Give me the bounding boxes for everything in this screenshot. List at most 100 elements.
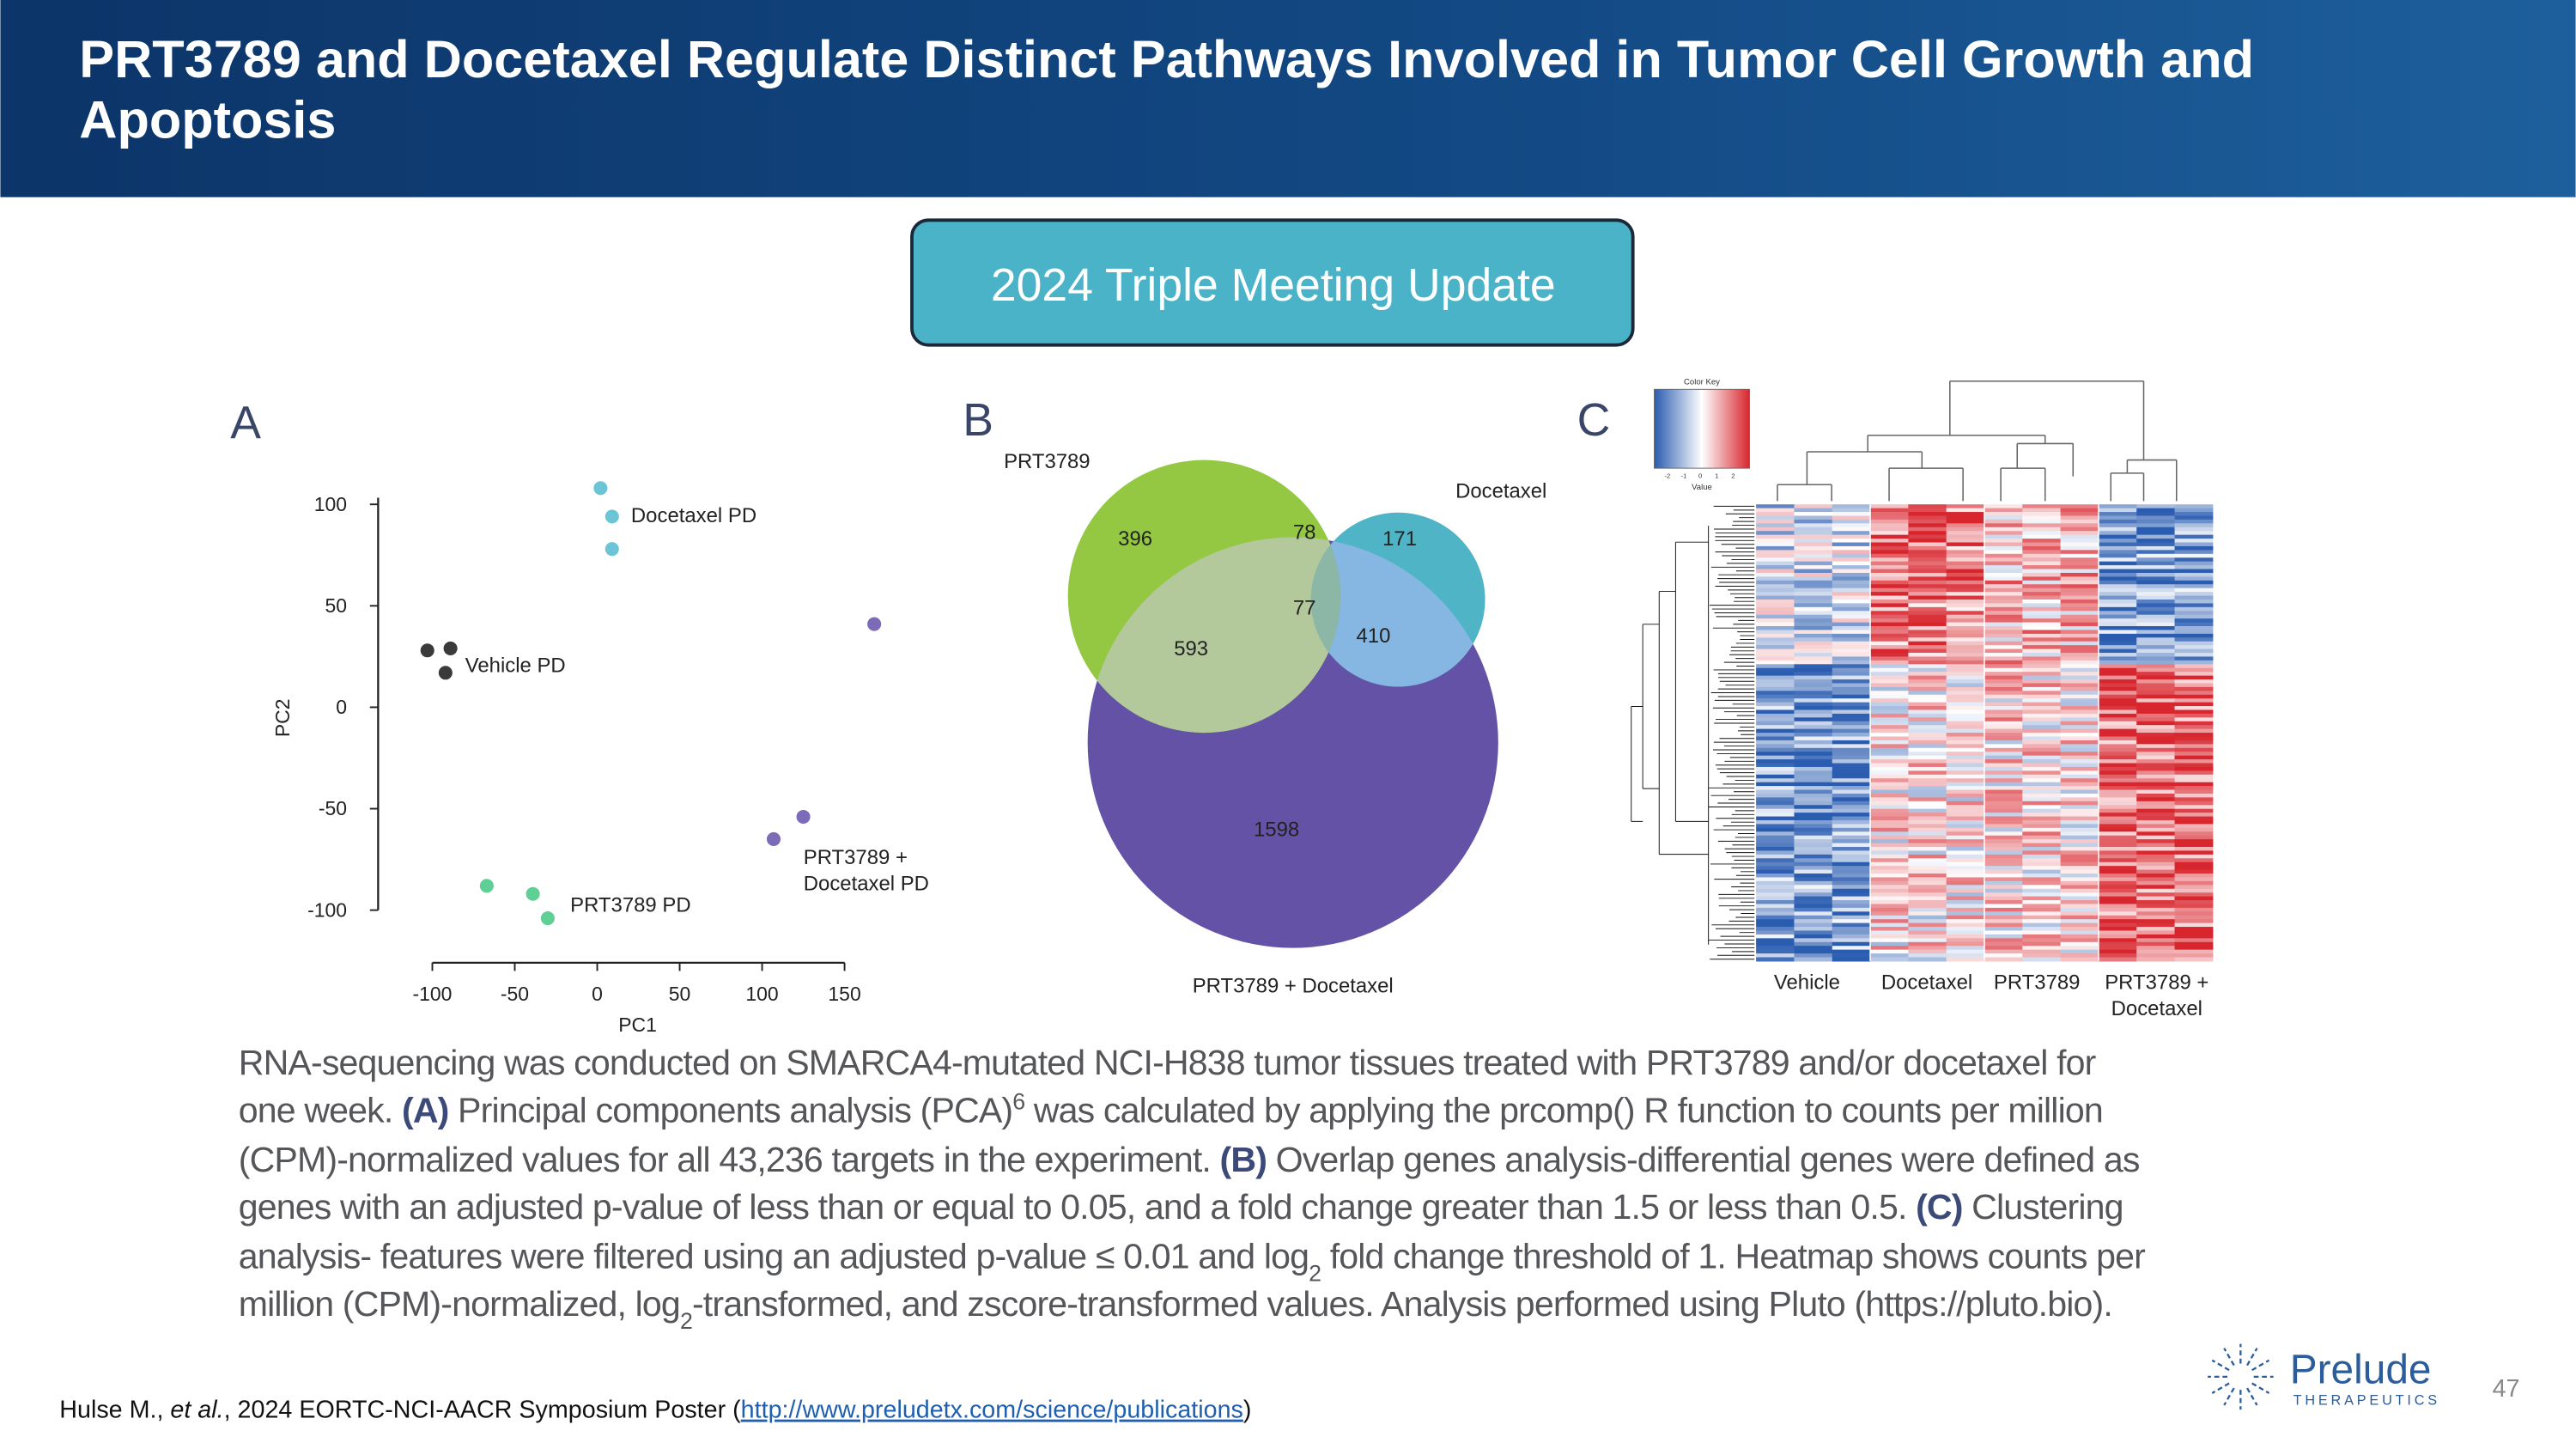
heatmap-cell [1832, 874, 1871, 879]
heatmap-cell [2136, 747, 2176, 752]
heatmap-cell [2136, 648, 2176, 654]
heatmap-cell [2098, 854, 2137, 859]
heatmap-cell [2136, 740, 2176, 745]
heatmap-cell [1832, 927, 1871, 932]
heatmap-cell [2022, 839, 2062, 844]
heatmap-cell [1794, 843, 1833, 848]
heatmap-cell [1984, 584, 2023, 589]
heatmap-cell [2022, 603, 2062, 608]
heatmap-cell [2136, 904, 2176, 909]
heatmap-cell [1870, 786, 1909, 791]
heatmap-cell [2098, 728, 2137, 734]
heatmap-cell [1756, 515, 1795, 521]
heatmap-cell [2098, 740, 2137, 745]
heatmap-cell [1832, 896, 1871, 901]
heatmap-cell [2136, 580, 2176, 585]
heatmap-cell [1870, 550, 1909, 555]
heatmap-cell [2098, 786, 2137, 791]
heatmap-cell [1756, 827, 1795, 832]
caption-text: genes with an adjusted p-value of less t… [239, 1187, 1916, 1227]
color-key-label: Value [1692, 483, 1712, 492]
heatmap-cell [1870, 611, 1909, 616]
heatmap-cell [2022, 599, 2062, 604]
heatmap-cell [1908, 880, 1947, 886]
heatmap-cell [2022, 721, 2062, 726]
caption-text: -transformed, and zscore-transformed val… [692, 1284, 2112, 1324]
point [479, 879, 494, 893]
heatmap-cell [1832, 523, 1871, 528]
heatmap-cell [1870, 755, 1909, 760]
heatmap-cell [2022, 565, 2062, 570]
heatmap-cell [2174, 927, 2214, 932]
heatmap-cell [1756, 813, 1795, 818]
heatmap-cell [2136, 545, 2176, 551]
heatmap-cell [1756, 694, 1795, 699]
caption-sub: 2 [1309, 1261, 1321, 1287]
heatmap-cell [2098, 630, 2137, 635]
heatmap-cell [2060, 698, 2099, 703]
heatmap-cell [2136, 614, 2176, 619]
heatmap-cell [1908, 539, 1947, 544]
heatmap-cell [1756, 660, 1795, 665]
heatmap-cell [2060, 831, 2099, 837]
heatmap-cell [2174, 653, 2214, 658]
heatmap-cell [2098, 877, 2137, 882]
heatmap-cell [1908, 733, 1947, 738]
heatmap-cell [1832, 778, 1871, 783]
heatmap-cell [1832, 733, 1871, 738]
heatmap-cell [1984, 896, 2023, 901]
heatmap-cell [2098, 606, 2137, 612]
heatmap-cell [1756, 885, 1795, 890]
heatmap-cell [2022, 660, 2062, 665]
heatmap-cell [2060, 922, 2099, 928]
heatmap-cell [1832, 869, 1871, 874]
heatmap-cell [1908, 808, 1947, 813]
heatmap-cell [2060, 839, 2099, 844]
heatmap-cell [1946, 572, 1985, 577]
heatmap-cell [2022, 949, 2062, 954]
heatmap-cell [1832, 888, 1871, 893]
heatmap-cell [1832, 702, 1871, 707]
heatmap-cell [2136, 565, 2176, 570]
heatmap-cell [2174, 744, 2214, 749]
color-key-tick: -2 [1664, 472, 1670, 480]
heatmap-cell [1794, 625, 1833, 630]
heatmap-cell [2174, 698, 2214, 703]
heatmap-cell [2022, 595, 2062, 600]
citation-link[interactable]: http://www.preludetx.com/science/publica… [741, 1397, 1243, 1424]
heatmap-cell [2136, 550, 2176, 555]
venn-count: 396 [1118, 527, 1152, 551]
heatmap-cell [2136, 813, 2176, 818]
heatmap-cell [2174, 953, 2214, 959]
heatmap-cell [2174, 892, 2214, 898]
heatmap-cell [2136, 789, 2176, 795]
logo-ray [2251, 1359, 2270, 1372]
heatmap-cell [1794, 572, 1833, 577]
heatmap-cell [2098, 747, 2137, 752]
heatmap-cell [1946, 580, 1985, 585]
heatmap-cell [1870, 588, 1909, 593]
heatmap-cell [1832, 565, 1871, 570]
heatmap-cell [1946, 904, 1985, 909]
heatmap-cell [1984, 595, 2023, 600]
heatmap-cell [1946, 531, 1985, 536]
heatmap-cell [2174, 572, 2214, 577]
heatmap-cell [1908, 709, 1947, 715]
heatmap-cell [2098, 580, 2137, 585]
heatmap-cell [1832, 938, 1871, 943]
heatmap-cell [2022, 858, 2062, 863]
heatmap-cell [2060, 843, 2099, 848]
heatmap-cell [1832, 915, 1871, 920]
heatmap-cell [2174, 733, 2214, 738]
heatmap-cell [2098, 850, 2137, 855]
heatmap-cell [1984, 759, 2023, 764]
heatmap-cell [1908, 576, 1947, 581]
heatmap-cell [2060, 637, 2099, 642]
heatmap-cell [1794, 672, 1833, 677]
heatmap-cell [1946, 782, 1985, 787]
heatmap-cell [2136, 782, 2176, 787]
heatmap-cell [2098, 592, 2137, 597]
heatmap-cell [2174, 915, 2214, 920]
heatmap-cell [2022, 736, 2062, 741]
heatmap-cell [1794, 927, 1833, 932]
